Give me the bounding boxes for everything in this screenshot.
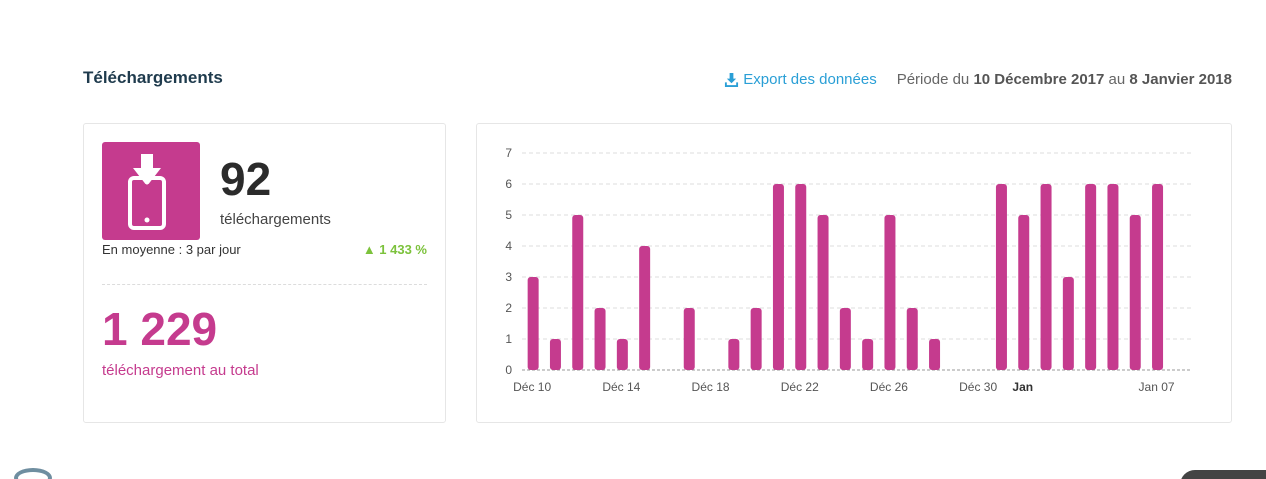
bar-2018-01-02[interactable] bbox=[1040, 184, 1052, 370]
y-tick-label: 2 bbox=[505, 301, 512, 315]
bar-2017-12-25[interactable] bbox=[862, 339, 874, 370]
downloads-count: 92 bbox=[220, 153, 272, 205]
x-tick-label: Déc 14 bbox=[602, 380, 640, 394]
downloads-chart-card: 0 1 2 3 4 5 6 7 Déc 10 Déc 14 Déc 18 Déc 22 Déc 26 Dé… bbox=[476, 123, 1232, 423]
y-tick-label: 3 bbox=[505, 270, 512, 284]
bar-2017-12-27[interactable] bbox=[906, 308, 918, 370]
x-tick-label: Déc 22 bbox=[781, 380, 819, 394]
downloads-count-label: téléchargements bbox=[220, 211, 331, 228]
y-tick-label: 7 bbox=[505, 146, 512, 160]
bar-2018-01-04[interactable] bbox=[1085, 184, 1097, 370]
x-tick-label: Déc 10 bbox=[513, 380, 551, 394]
y-tick-label: 5 bbox=[505, 208, 512, 222]
total-downloads: 1 229 bbox=[102, 303, 218, 355]
y-tick-label: 4 bbox=[505, 239, 512, 253]
bar-2017-12-28[interactable] bbox=[929, 339, 941, 370]
period-start-date: 10 Décembre 2017 bbox=[973, 71, 1105, 88]
bottom-right-widget[interactable] bbox=[1180, 470, 1266, 479]
bar-2017-12-11[interactable] bbox=[549, 339, 561, 370]
x-tick-label: Déc 26 bbox=[870, 380, 908, 394]
x-tick-label: Jan bbox=[1012, 380, 1033, 394]
total-downloads-label: téléchargement au total bbox=[102, 362, 259, 379]
bar-2017-12-10[interactable] bbox=[527, 277, 539, 370]
section-title: Téléchargements bbox=[83, 68, 223, 87]
downloads-stats-card: 92 téléchargements En moyenne : 3 par jo… bbox=[83, 123, 446, 423]
bottom-left-decoration bbox=[14, 468, 52, 479]
period-prefix: Période du bbox=[896, 71, 970, 88]
bar-2017-12-14[interactable] bbox=[616, 339, 628, 370]
bar-2018-01-03[interactable] bbox=[1062, 277, 1074, 370]
mobile-download-icon bbox=[102, 142, 200, 240]
x-tick-label: Déc 18 bbox=[692, 380, 730, 394]
bar-2017-12-19[interactable] bbox=[728, 339, 740, 370]
header-actions: Export des données Période du 10 Décembr… bbox=[724, 71, 1232, 88]
period-range: Période du 10 Décembre 2017 au 8 Janvier… bbox=[897, 71, 1232, 88]
bar-2018-01-05[interactable] bbox=[1107, 184, 1119, 370]
bar-2017-12-22[interactable] bbox=[795, 184, 807, 370]
period-end-date: 8 Janvier 2018 bbox=[1129, 71, 1232, 88]
x-tick-label: Déc 30 bbox=[959, 380, 997, 394]
y-tick-label: 6 bbox=[505, 177, 512, 191]
export-data-label: Export des données bbox=[743, 71, 877, 88]
bar-2017-12-15[interactable] bbox=[639, 246, 651, 370]
bar-2017-12-12[interactable] bbox=[572, 215, 584, 370]
bar-2017-12-17[interactable] bbox=[683, 308, 695, 370]
divider bbox=[102, 284, 427, 285]
x-tick-label: Jan 07 bbox=[1139, 380, 1175, 394]
download-icon bbox=[725, 72, 739, 87]
y-tick-label: 0 bbox=[505, 363, 512, 377]
bar-2017-12-23[interactable] bbox=[817, 215, 829, 370]
bar-2017-12-13[interactable] bbox=[594, 308, 606, 370]
bar-2017-12-26[interactable] bbox=[884, 215, 896, 370]
period-mid: au bbox=[1108, 71, 1126, 88]
bar-2017-12-31[interactable] bbox=[995, 184, 1007, 370]
average-per-day: En moyenne : 3 par jour bbox=[102, 242, 241, 257]
bar-2018-01-07[interactable] bbox=[1152, 184, 1164, 370]
growth-badge: ▲ 1 433 % bbox=[362, 242, 427, 257]
bar-2018-01-06[interactable] bbox=[1129, 215, 1141, 370]
downloads-bar-chart: 0 1 2 3 4 5 6 7 Déc 10 Déc 14 Déc 18 Déc 22 Déc 26 Dé… bbox=[505, 146, 1191, 394]
bar-2017-12-24[interactable] bbox=[839, 308, 851, 370]
bar-2018-01-01[interactable] bbox=[1018, 215, 1030, 370]
export-data-link[interactable]: Export des données bbox=[724, 71, 877, 88]
bar-2017-12-20[interactable] bbox=[750, 308, 762, 370]
bar-2017-12-21[interactable] bbox=[772, 184, 784, 370]
y-tick-label: 1 bbox=[505, 332, 512, 346]
